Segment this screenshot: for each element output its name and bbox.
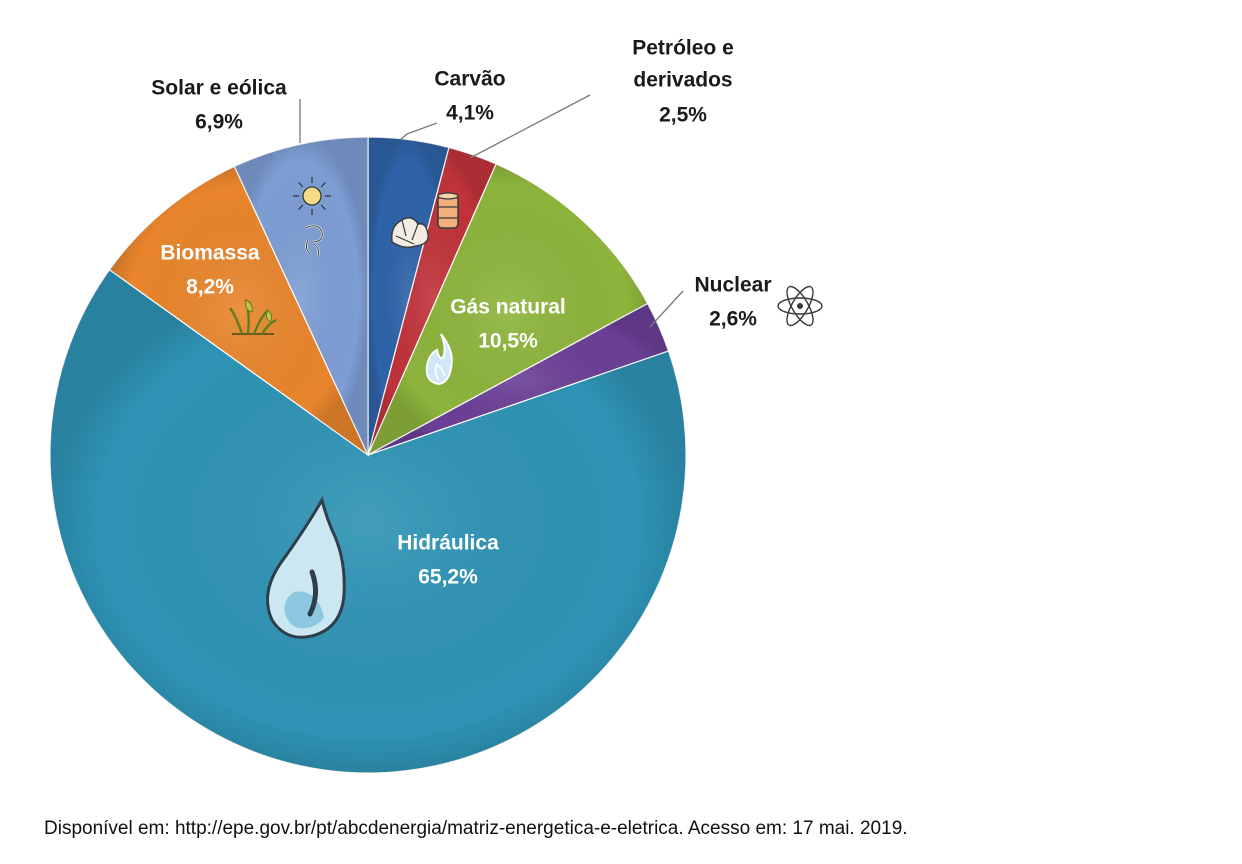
slice-value-carvao: 4,1% [446, 102, 494, 125]
source-citation: Disponível em: http://epe.gov.br/pt/abcd… [44, 818, 908, 839]
oil-barrel-icon [437, 192, 459, 229]
leader-line-carvao [399, 122, 438, 141]
slice-value-nuclear: 2,6% [709, 308, 757, 331]
slice-value-petroleo-e-derivados: 2,5% [659, 104, 707, 127]
pie-slice-shade-solar-e-eolica [234, 137, 368, 455]
slice-value-hidraulica: 65,2% [418, 566, 478, 589]
pie-slice-shade-carvao [368, 136, 450, 455]
atom-icon [777, 285, 823, 327]
pie-slice-shade-biomassa [109, 166, 368, 456]
slice-label-solar-e-eolica: Solar e eólica [151, 77, 287, 100]
slice-label-hidraulica: Hidráulica [397, 532, 499, 555]
slice-value-gas-natural: 10,5% [478, 330, 538, 353]
pie-slice-shade-nuclear [368, 303, 669, 455]
slice-label-biomassa: Biomassa [160, 242, 260, 265]
water-drop-icon [266, 496, 346, 639]
slice-value-solar-e-eolica: 6,9% [195, 111, 243, 134]
wind-icon [305, 224, 324, 257]
slice-value-biomassa: 8,2% [186, 276, 234, 299]
slice-label-petroleo-e-derivados-0: Petróleo e [632, 37, 734, 60]
slice-label-petroleo-e-derivados-1: derivados [633, 69, 732, 92]
coal-icon [390, 217, 429, 249]
plant-icon [229, 299, 277, 335]
slice-label-nuclear: Nuclear [694, 274, 771, 297]
leader-line-nuclear [649, 290, 684, 328]
sun-icon [293, 177, 331, 215]
flame-icon [425, 333, 453, 386]
pie-slice-shade-petroleo-e-derivados [368, 147, 497, 456]
slice-label-gas-natural: Gás natural [450, 296, 566, 319]
leader-line-petroleo-e-derivados [469, 94, 591, 159]
pie-slice-shade-hidraulica [49, 269, 686, 773]
sun-wind-icon [293, 177, 331, 257]
slice-label-carvao: Carvão [434, 68, 505, 91]
pie-chart-svg: Carvão 4,1% Petróleo e derivados 2,5% Gás nat… [49, 37, 823, 774]
